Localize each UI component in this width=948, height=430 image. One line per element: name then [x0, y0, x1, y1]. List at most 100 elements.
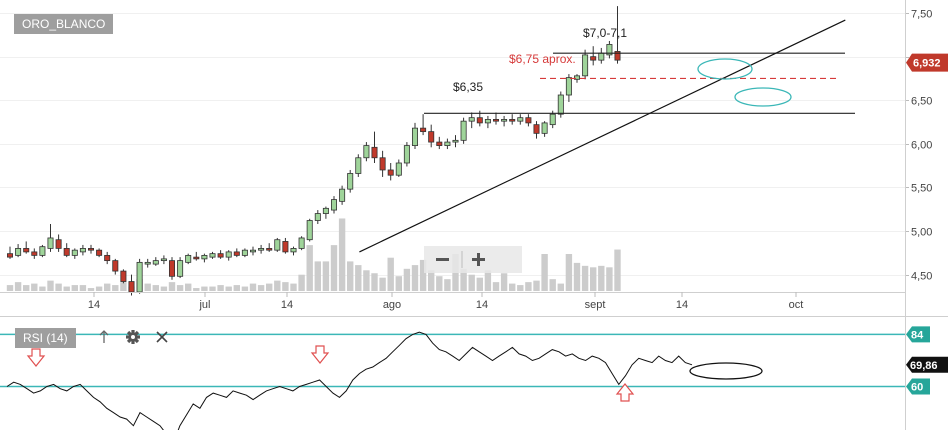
candle-body	[23, 248, 30, 253]
candle	[355, 154, 362, 177]
candle-body	[525, 117, 532, 124]
arrow-up-icon	[99, 330, 109, 343]
zoom-in-button[interactable]	[465, 249, 495, 270]
candle-body	[557, 94, 564, 115]
last-price-label: 6,932	[913, 58, 941, 70]
candle	[112, 258, 119, 275]
minus-icon	[436, 258, 449, 261]
time-tick-label: 14	[476, 299, 488, 311]
candle	[533, 121, 540, 139]
candle-body	[241, 249, 248, 256]
candle-body	[55, 239, 62, 249]
candle-body	[371, 146, 378, 159]
volume-bar	[39, 286, 46, 291]
volume-bar	[63, 286, 70, 291]
candle-body	[492, 119, 499, 122]
candle	[501, 115, 508, 127]
candle	[347, 169, 354, 193]
candle	[484, 115, 491, 129]
level-label: $6,35	[453, 80, 483, 94]
candle	[15, 244, 22, 258]
candle-body	[484, 119, 491, 124]
up-arrow-icon	[615, 383, 635, 402]
candle-body	[47, 237, 54, 249]
zoom-out-button[interactable]	[428, 249, 458, 270]
rsi-current-text: 69,86	[910, 360, 938, 372]
candle-body	[201, 254, 208, 260]
candle	[411, 122, 418, 150]
candle-body	[460, 120, 467, 141]
candle-body	[282, 241, 289, 253]
candle-body	[185, 254, 192, 263]
candle-body	[306, 220, 313, 241]
candle-body	[120, 270, 127, 282]
candle-body	[258, 248, 265, 251]
candle	[606, 40, 613, 59]
volume-bar	[355, 265, 362, 291]
volume-bar	[23, 285, 30, 291]
candle	[290, 246, 297, 256]
candle	[209, 251, 216, 259]
price-tick-label: 5,00	[911, 227, 932, 239]
candle	[525, 114, 532, 127]
symbol-label[interactable]: ORO_BLANCO	[14, 14, 114, 34]
volume-bar	[419, 259, 427, 291]
candle-body	[152, 260, 159, 265]
trendline-layer	[359, 19, 846, 253]
volume-bar	[541, 254, 548, 291]
rsi-label[interactable]: RSI (14)	[15, 328, 76, 348]
time-tick-label: 14	[281, 299, 293, 311]
price-tick-label: 7,50	[911, 9, 932, 21]
volume-bar	[468, 274, 475, 291]
candle	[177, 257, 184, 279]
volume-bar	[112, 285, 119, 291]
candle	[444, 138, 451, 150]
candle	[185, 253, 192, 265]
support-trendline	[359, 19, 846, 253]
candle-body	[330, 199, 337, 211]
candle	[509, 114, 516, 125]
rsi-upper-badge-bg	[906, 326, 930, 343]
volume-bar	[347, 261, 354, 291]
volume-bar	[436, 276, 443, 291]
candle-body	[452, 139, 459, 143]
candle-body	[468, 117, 475, 122]
settings-button[interactable]	[125, 329, 141, 345]
candle	[330, 196, 337, 214]
plus-icon	[472, 253, 485, 266]
volume-bar	[290, 283, 297, 291]
candle	[322, 206, 329, 219]
candle-body	[266, 248, 273, 251]
volume-bar	[160, 286, 168, 291]
zoom-control	[424, 246, 522, 273]
candle	[47, 224, 54, 252]
candle	[468, 112, 475, 129]
highlight-ellipse-lower	[734, 87, 792, 107]
candle-body	[387, 169, 394, 176]
volume-bar	[492, 282, 500, 291]
candle	[306, 218, 313, 242]
volume-bar	[233, 285, 240, 291]
candle	[298, 236, 305, 251]
move-up-button[interactable]	[97, 329, 111, 345]
candle	[371, 131, 378, 163]
volume-bar	[428, 270, 435, 291]
candle-body	[590, 56, 597, 61]
volume-bar	[282, 282, 289, 291]
volume-bar	[338, 218, 346, 291]
candle-body	[96, 249, 103, 256]
time-tick-label: sept	[585, 299, 606, 311]
candle	[363, 142, 370, 162]
close-button[interactable]	[155, 330, 169, 344]
volume-bar	[533, 280, 540, 291]
volume-bar	[509, 283, 516, 291]
candle-body	[177, 260, 184, 277]
volume-bar	[606, 267, 613, 291]
candle	[395, 159, 402, 177]
down-arrow-icon	[310, 345, 330, 364]
candle-body	[476, 117, 483, 124]
candles	[7, 6, 621, 296]
rsi-lower-badge-bg	[906, 378, 930, 395]
candle	[282, 237, 289, 254]
